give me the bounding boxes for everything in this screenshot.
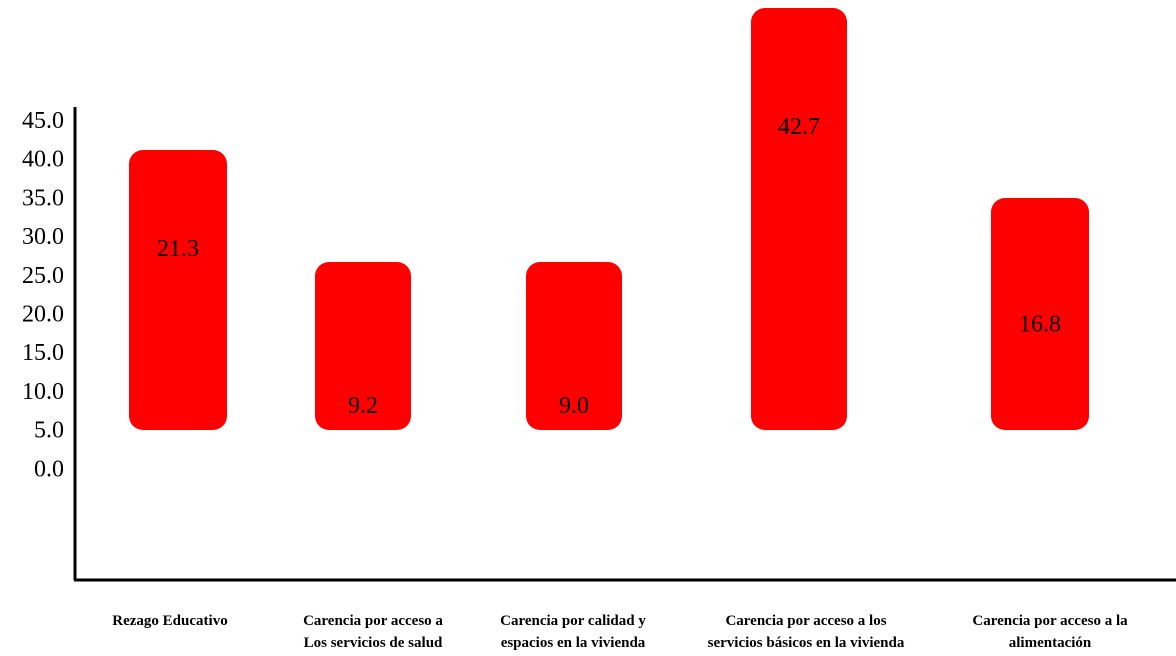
y-tick-label: 40.0 bbox=[22, 147, 64, 173]
bar bbox=[751, 8, 847, 430]
y-tick-label: 30.0 bbox=[22, 224, 64, 250]
bars bbox=[129, 8, 1089, 430]
x-category-label: Carencia por acceso a la alimentación bbox=[972, 613, 1128, 651]
y-axis-ticks: 45.0 40.0 35.0 30.0 25.0 20.0 15.0 10.0 5.0 0.0 bbox=[22, 108, 64, 482]
bar bbox=[129, 150, 227, 430]
y-tick-label: 0.0 bbox=[34, 456, 64, 482]
x-category-label: Rezago Educativo bbox=[112, 613, 227, 629]
x-category-label: Carencia por calidad y espacios en la viv… bbox=[500, 613, 646, 651]
data-label: 42.7 bbox=[778, 114, 820, 140]
data-labels: 21.3 9.2 9.0 42.7 16.8 bbox=[157, 114, 1061, 419]
data-label: 9.2 bbox=[348, 393, 378, 419]
bar bbox=[991, 198, 1089, 430]
x-axis-category-labels: Rezago Educativo Carencia por acceso a Los… bbox=[112, 613, 1128, 651]
y-tick-label: 10.0 bbox=[22, 379, 64, 405]
data-label: 9.0 bbox=[559, 393, 589, 419]
y-tick-label: 45.0 bbox=[22, 108, 64, 134]
data-label: 16.8 bbox=[1019, 311, 1061, 337]
y-tick-label: 15.0 bbox=[22, 340, 64, 366]
x-category-label: Carencia por acceso a los servicios básic… bbox=[708, 613, 905, 651]
data-label: 21.3 bbox=[157, 236, 199, 262]
y-tick-label: 5.0 bbox=[34, 418, 64, 444]
bar bbox=[315, 262, 411, 430]
y-tick-label: 35.0 bbox=[22, 185, 64, 211]
y-tick-label: 20.0 bbox=[22, 302, 64, 328]
x-category-label: Carencia por acceso a Los servicios de sa… bbox=[303, 613, 443, 651]
bar bbox=[526, 262, 622, 430]
y-tick-label: 25.0 bbox=[22, 263, 64, 289]
